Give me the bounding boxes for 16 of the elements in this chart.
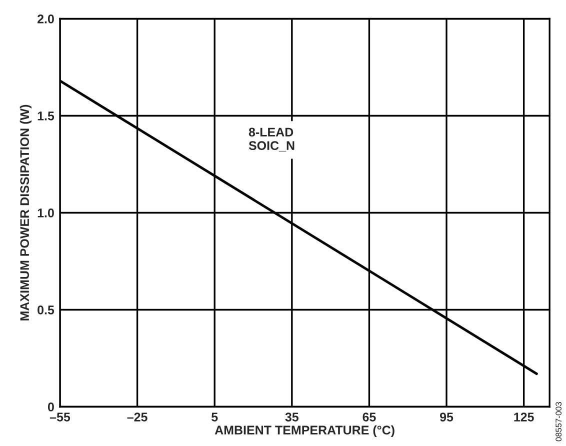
text: 08557-003 (556, 402, 562, 442)
x-tick-label: 5 (212, 412, 218, 422)
annotation: 8-LEAD SOIC_N (248, 128, 294, 152)
y-tick-label: 0 (48, 402, 54, 412)
x-tick-label: 35 (285, 412, 299, 422)
y-tick-label: 2.0 (38, 14, 54, 24)
x-tick-label: 95 (440, 412, 454, 422)
y-tick-label: 0.5 (38, 306, 54, 314)
x-tick-label: 125 (514, 412, 534, 422)
x-tick-label: –55 (50, 412, 70, 422)
x-tick-label: 65 (362, 412, 376, 422)
y-axis-title: MAXIMUM POWER DISSIPATION (W) (20, 104, 32, 320)
x-axis-title: AMBIENT TEMPERATURE (°C) (214, 425, 394, 437)
x-tick-label: –25 (127, 412, 148, 422)
y-tick-label: 1.5 (38, 112, 54, 120)
y-tick-label: 1.0 (38, 208, 54, 218)
